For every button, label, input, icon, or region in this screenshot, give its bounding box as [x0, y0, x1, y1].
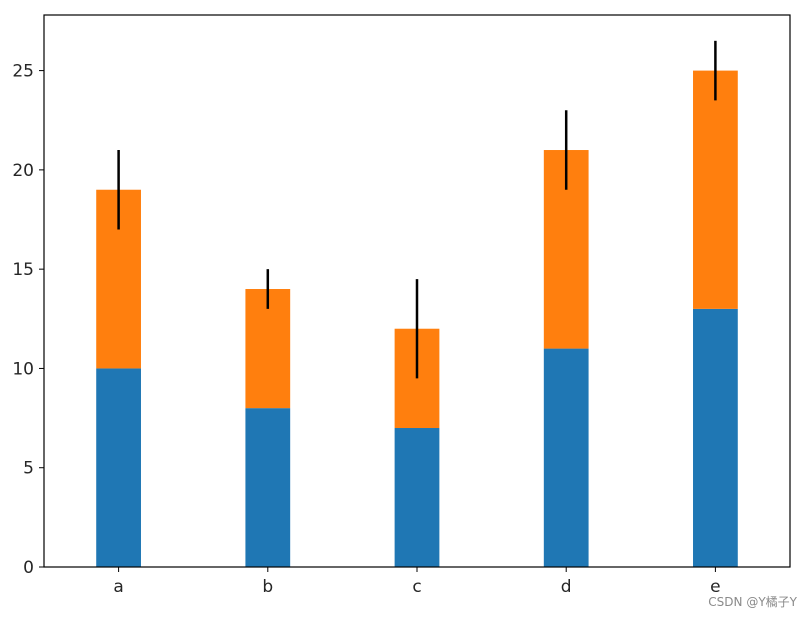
bar-e-series-2 — [693, 70, 738, 309]
bar-b-series-1 — [245, 408, 291, 567]
y-tick-label-25: 25 — [12, 62, 34, 82]
x-axis: a b c d e — [113, 567, 721, 597]
y-tick-label-10: 10 — [12, 359, 34, 379]
bar-a-series-1 — [96, 368, 141, 567]
x-tick-label-d: d — [561, 577, 572, 597]
bars-layer — [96, 70, 738, 567]
y-axis: 0 5 10 15 20 25 — [12, 62, 44, 578]
bar-e-series-1 — [693, 308, 738, 567]
watermark-text: CSDN @Y橘子Y — [708, 595, 797, 609]
x-tick-label-a: a — [113, 577, 123, 597]
bar-d-series-1 — [543, 348, 589, 567]
y-tick-label-5: 5 — [23, 459, 34, 479]
x-tick-label-b: b — [262, 577, 273, 597]
y-tick-label-0: 0 — [23, 558, 34, 578]
x-tick-label-e: e — [710, 577, 720, 597]
bar-c-series-1 — [394, 428, 440, 567]
x-tick-label-c: c — [412, 577, 421, 597]
error-bars-layer — [117, 40, 717, 379]
y-tick-label-15: 15 — [12, 260, 34, 280]
y-tick-label-20: 20 — [12, 161, 34, 181]
